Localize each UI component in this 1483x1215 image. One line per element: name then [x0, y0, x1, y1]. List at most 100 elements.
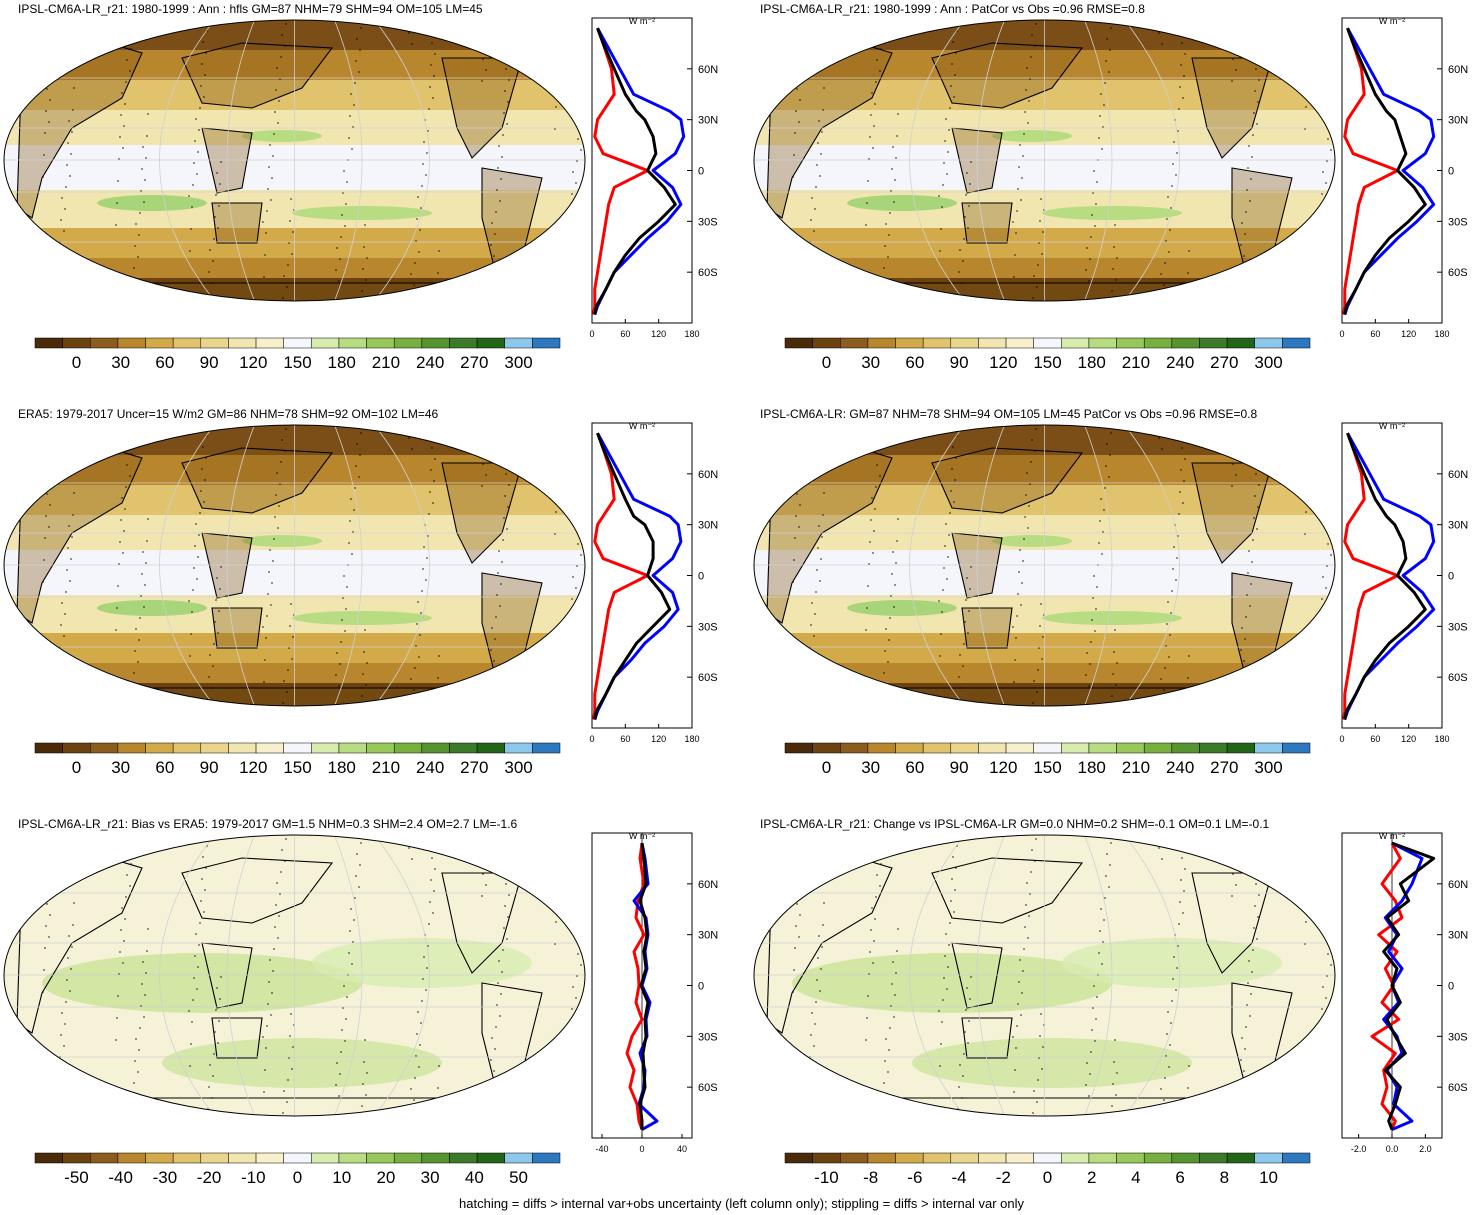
colorbar-swatch [1061, 337, 1090, 349]
colorbar-swatch [90, 1152, 119, 1164]
colorbar-swatch [476, 337, 505, 349]
colorbar-swatch [1254, 742, 1283, 754]
colorbar-label: 210 [372, 353, 400, 372]
colorbar-label: 60 [905, 353, 924, 372]
colorbar-swatch [867, 1152, 896, 1164]
zonal-series-red [1342, 27, 1400, 315]
panel-title: IPSL-CM6A-LR_r21: 1980-1999 : Ann : hfls… [18, 2, 483, 16]
colorbar-label: 180 [328, 758, 356, 777]
colorbar-swatch [255, 337, 284, 349]
colorbar-swatch [867, 337, 896, 349]
panel-title: IPSL-CM6A-LR: GM=87 NHM=78 SHM=94 OM=105… [760, 407, 1258, 421]
colorbar-swatch [1171, 742, 1200, 754]
zonal-series-red [592, 27, 650, 315]
colorbar: 0 30 60 90 120 150 180 210 240 270 300 [784, 337, 1311, 372]
colorbar-label: 30 [111, 353, 130, 372]
colorbar-label: 270 [1210, 353, 1238, 372]
colorbar-swatch [1199, 742, 1228, 754]
colorbar-swatch [338, 742, 367, 754]
colorbar-label: 240 [1166, 758, 1194, 777]
colorbar-label: 300 [504, 353, 532, 372]
colorbar-label: 50 [509, 1168, 528, 1187]
zonal-x-tick-label: 0.0 [1386, 1144, 1399, 1154]
zonal-series-black [1343, 27, 1427, 315]
lat-tick-label: 30S [1448, 216, 1468, 228]
colorbar-label: 210 [1122, 758, 1150, 777]
colorbar-label: 60 [155, 353, 174, 372]
colorbar-swatch [1088, 742, 1117, 754]
colorbar-label: 8 [1220, 1168, 1229, 1187]
global-map [3, 834, 586, 1117]
colorbar-swatch [532, 1152, 561, 1164]
colorbar-swatch [228, 742, 257, 754]
colorbar-swatch [228, 1152, 257, 1164]
panel-ipsl-ensemble: IPSL-CM6A-LR: GM=87 NHM=78 SHM=94 OM=105… [750, 405, 1483, 805]
lat-tick-label: 30N [1448, 520, 1468, 532]
colorbar-swatch [784, 337, 813, 349]
zonal-x-tick-label: 0 [1339, 329, 1344, 339]
colorbar-swatch [1254, 337, 1283, 349]
colorbar-swatch [145, 337, 174, 349]
zonal-x-tick-label: 120 [651, 329, 666, 339]
colorbar-swatch [421, 337, 450, 349]
panel-title: IPSL-CM6A-LR_r21: 1980-1999 : Ann : PatC… [760, 2, 1145, 16]
lat-tick-label: 0 [698, 571, 704, 583]
colorbar-label: 180 [1078, 758, 1106, 777]
colorbar-label: 240 [416, 353, 444, 372]
colorbar-swatch [393, 337, 423, 349]
colorbar-label: 90 [200, 758, 219, 777]
colorbar-label: 30 [111, 758, 130, 777]
colorbar-label: -10 [814, 1168, 839, 1187]
panel-change: IPSL-CM6A-LR_r21: Change vs IPSL-CM6A-LR… [750, 815, 1483, 1215]
zonal-mean-plot: W m⁻² 60N 30N 0 30S 60S 0 60 120 180 [589, 16, 718, 339]
lat-tick-label: 60S [1448, 672, 1468, 684]
colorbar-swatch [922, 1152, 952, 1164]
colorbar-label: -20 [197, 1168, 222, 1187]
colorbar-swatch [311, 337, 340, 349]
colorbar-swatch [895, 337, 924, 349]
colorbar-swatch [62, 1152, 91, 1164]
colorbar-label: 180 [1078, 353, 1106, 372]
colorbar-label: 150 [1033, 758, 1061, 777]
colorbar-swatch [172, 1152, 202, 1164]
colorbar-label: 90 [950, 758, 969, 777]
colorbar-label: 60 [155, 758, 174, 777]
colorbar-label: 120 [239, 758, 267, 777]
colorbar-label: 40 [465, 1168, 484, 1187]
zonal-x-tick-label: 180 [1434, 329, 1449, 339]
colorbar-label: 0 [72, 353, 81, 372]
lat-tick-label: 0 [1448, 571, 1454, 583]
zonal-series-black [593, 432, 672, 720]
lat-tick-label: 30N [698, 115, 718, 127]
zonal-mean-plot: W m⁻² 60N 30N 0 30S 60S 0 60 120 180 [1339, 16, 1468, 339]
colorbar-label: -2 [996, 1168, 1011, 1187]
colorbar-swatch [172, 742, 202, 754]
colorbar-label: -10 [241, 1168, 266, 1187]
colorbar-swatch [1143, 337, 1173, 349]
colorbar-label: 240 [416, 758, 444, 777]
colorbar-label: 150 [1033, 353, 1061, 372]
zonal-x-tick-label: 180 [684, 329, 699, 339]
global-map [753, 834, 1336, 1117]
lat-tick-label: 60N [698, 469, 718, 481]
lat-tick-label: 60N [698, 64, 718, 76]
colorbar-swatch [1005, 1152, 1034, 1164]
colorbar-swatch [812, 337, 841, 349]
colorbar-label: 4 [1131, 1168, 1140, 1187]
lat-tick-label: 30N [698, 520, 718, 532]
colorbar-label: 10 [332, 1168, 351, 1187]
map-field [4, 425, 585, 706]
colorbar-swatch [1226, 742, 1255, 754]
colorbar-swatch [1116, 1152, 1145, 1164]
colorbar-swatch [311, 1152, 340, 1164]
colorbar-swatch [1116, 742, 1145, 754]
colorbar-label: -8 [863, 1168, 878, 1187]
lat-tick-label: 0 [698, 166, 704, 178]
colorbar-swatch [145, 1152, 174, 1164]
colorbar-swatch [895, 1152, 924, 1164]
zonal-x-tick-label: 0 [639, 1144, 644, 1154]
zonal-x-tick-label: -2.0 [1351, 1144, 1367, 1154]
colorbar-swatch [366, 337, 395, 349]
colorbar-swatch [172, 337, 202, 349]
